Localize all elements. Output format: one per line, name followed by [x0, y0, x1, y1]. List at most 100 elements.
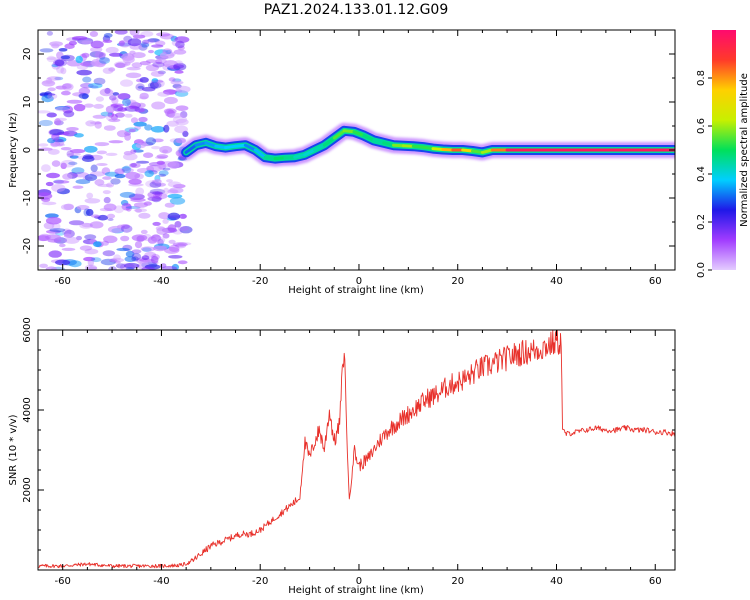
noise-speckle: [116, 130, 129, 138]
noise-speckle: [168, 77, 176, 82]
noise-speckle: [127, 172, 135, 177]
noise-speckle: [140, 42, 150, 48]
noise-speckle: [73, 133, 84, 138]
ridge-core-segment: [332, 129, 346, 140]
noise-speckle: [60, 204, 74, 211]
noise-speckle: [127, 38, 142, 47]
noise-speckle: [99, 88, 114, 97]
noise-speckle: [150, 255, 159, 264]
noise-speckle: [113, 61, 128, 68]
noise-speckle: [94, 51, 107, 58]
noise-speckle: [83, 256, 96, 262]
noise-speckle: [69, 149, 86, 154]
noise-speckle: [108, 140, 124, 144]
noise-speckle: [38, 143, 49, 147]
noise-speckle: [145, 137, 157, 146]
noise-speckle: [87, 266, 98, 270]
noise-speckle: [111, 97, 119, 105]
noise-speckle: [131, 62, 143, 68]
noise-speckle: [163, 89, 177, 95]
ridge-core-segment: [214, 144, 228, 150]
noise-speckle: [56, 188, 70, 195]
noise-speckle: [129, 30, 140, 36]
noise-speckle: [47, 148, 60, 155]
noise-speckle: [175, 118, 189, 126]
noise-speckle: [94, 60, 106, 68]
colorbar-label: Normalized spectral amplitude: [739, 73, 750, 227]
noise-speckle: [161, 266, 178, 270]
ridge-core-segment: [441, 148, 455, 152]
spectrogram-panel: -60 -40 -20 0 20 40 60 -20 -10 0 10 20 Height of s…: [8, 29, 676, 296]
noise-speckle: [151, 44, 164, 48]
noise-speckle: [109, 95, 117, 101]
noise-speckle: [131, 234, 148, 242]
noise-speckle: [141, 255, 150, 261]
snr-panel: -60 -40 -20 0 20 40 60 2000 4000 6000 Height of …: [8, 317, 676, 596]
noise-speckle: [45, 181, 54, 187]
spectrogram-x-axis-label: Height of straight line (km): [288, 285, 424, 296]
noise-speckle: [136, 160, 150, 164]
noise-speckle: [174, 70, 184, 74]
ridge-core-segment: [293, 153, 307, 159]
noise-speckle: [113, 254, 121, 261]
noise-speckle: [157, 91, 170, 97]
noise-speckle: [135, 142, 147, 149]
noise-speckle: [175, 105, 189, 111]
noise-speckle: [115, 263, 126, 269]
noise-speckle: [58, 48, 68, 52]
y-tick-label: 10: [22, 96, 33, 109]
noise-speckle: [46, 31, 54, 36]
x-tick-label: 0: [356, 576, 362, 587]
noise-speckle: [130, 198, 146, 202]
noise-speckle: [122, 98, 131, 107]
noise-speckle: [114, 30, 128, 35]
noise-speckle: [174, 60, 183, 66]
noise-speckle: [86, 192, 94, 199]
noise-speckle: [151, 78, 159, 83]
y-tick-label: -10: [22, 190, 33, 206]
noise-speckle: [80, 82, 94, 89]
noise-speckle-layer: [38, 30, 193, 270]
noise-speckle: [174, 125, 189, 134]
noise-speckle: [147, 196, 163, 202]
noise-speckle: [102, 250, 116, 257]
ridge-core-segment: [342, 129, 356, 134]
colorbar-tick-label: 0.6: [696, 118, 707, 134]
y-tick-label: 4000: [22, 397, 33, 422]
noise-speckle: [179, 226, 193, 234]
noise-speckle: [164, 202, 175, 208]
noise-speckle: [41, 197, 51, 202]
colorbar: 0.0 0.2 0.4 0.6 0.8 Normalized spectral ampl…: [696, 30, 750, 278]
ridge-core-segment: [480, 148, 494, 154]
noise-speckle: [154, 182, 166, 187]
noise-speckle: [112, 92, 120, 96]
noise-speckle: [129, 162, 141, 168]
noise-speckle: [84, 145, 98, 153]
noise-speckle: [162, 233, 170, 239]
noise-speckle: [162, 167, 171, 171]
noise-speckle: [61, 90, 71, 96]
noise-speckle: [93, 241, 102, 248]
noise-speckle: [81, 155, 95, 162]
noise-speckle: [102, 190, 111, 195]
noise-speckle: [55, 117, 67, 122]
noise-speckle: [67, 152, 81, 156]
noise-speckle: [125, 250, 135, 258]
noise-speckle: [46, 55, 56, 63]
noise-speckle: [117, 93, 131, 100]
noise-speckle: [92, 114, 107, 119]
noise-speckle: [131, 249, 142, 254]
noise-speckle: [83, 208, 90, 217]
noise-speckle: [84, 174, 98, 181]
noise-speckle: [102, 39, 113, 43]
noise-speckle: [152, 221, 161, 226]
noise-speckle: [85, 208, 94, 217]
noise-speckle: [168, 254, 183, 259]
noise-speckle: [108, 118, 121, 123]
noise-speckle: [138, 212, 151, 219]
noise-speckle: [151, 101, 166, 110]
x-tick-label: -60: [55, 576, 71, 587]
x-tick-label: 40: [550, 576, 563, 587]
noise-speckle: [173, 49, 187, 55]
noise-speckle: [149, 81, 159, 89]
